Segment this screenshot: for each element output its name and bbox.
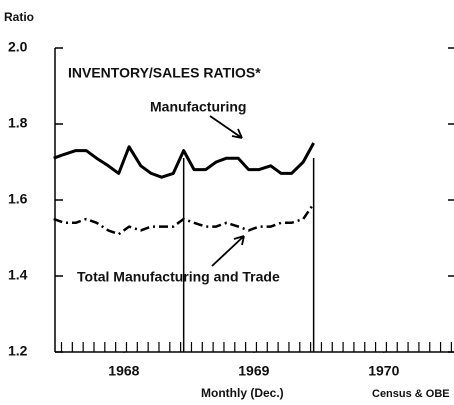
y-axis-label: Ratio (4, 10, 34, 24)
y-tick-label: 2.0 (8, 39, 28, 55)
x-tick-label: 1969 (238, 363, 269, 379)
series-line (53, 203, 315, 236)
arrow (211, 235, 245, 267)
y-tick-label: 1.4 (8, 267, 28, 283)
arrow (209, 115, 243, 139)
chart-title: INVENTORY/SALES RATIOS* (68, 65, 261, 81)
series-label: Total Manufacturing and Trade (77, 269, 280, 285)
y-tick-label: 1.8 (8, 115, 28, 131)
y-tick-label: 1.6 (8, 191, 28, 207)
y-tick-label: 1.2 (8, 343, 28, 359)
x-tick-label: 1968 (108, 363, 139, 379)
source-note: Census & OBE (372, 388, 450, 400)
x-axis-label: Monthly (Dec.) (201, 386, 284, 400)
series-label: Manufacturing (150, 99, 246, 115)
x-tick-label: 1970 (368, 363, 399, 379)
series-line (53, 142, 315, 179)
